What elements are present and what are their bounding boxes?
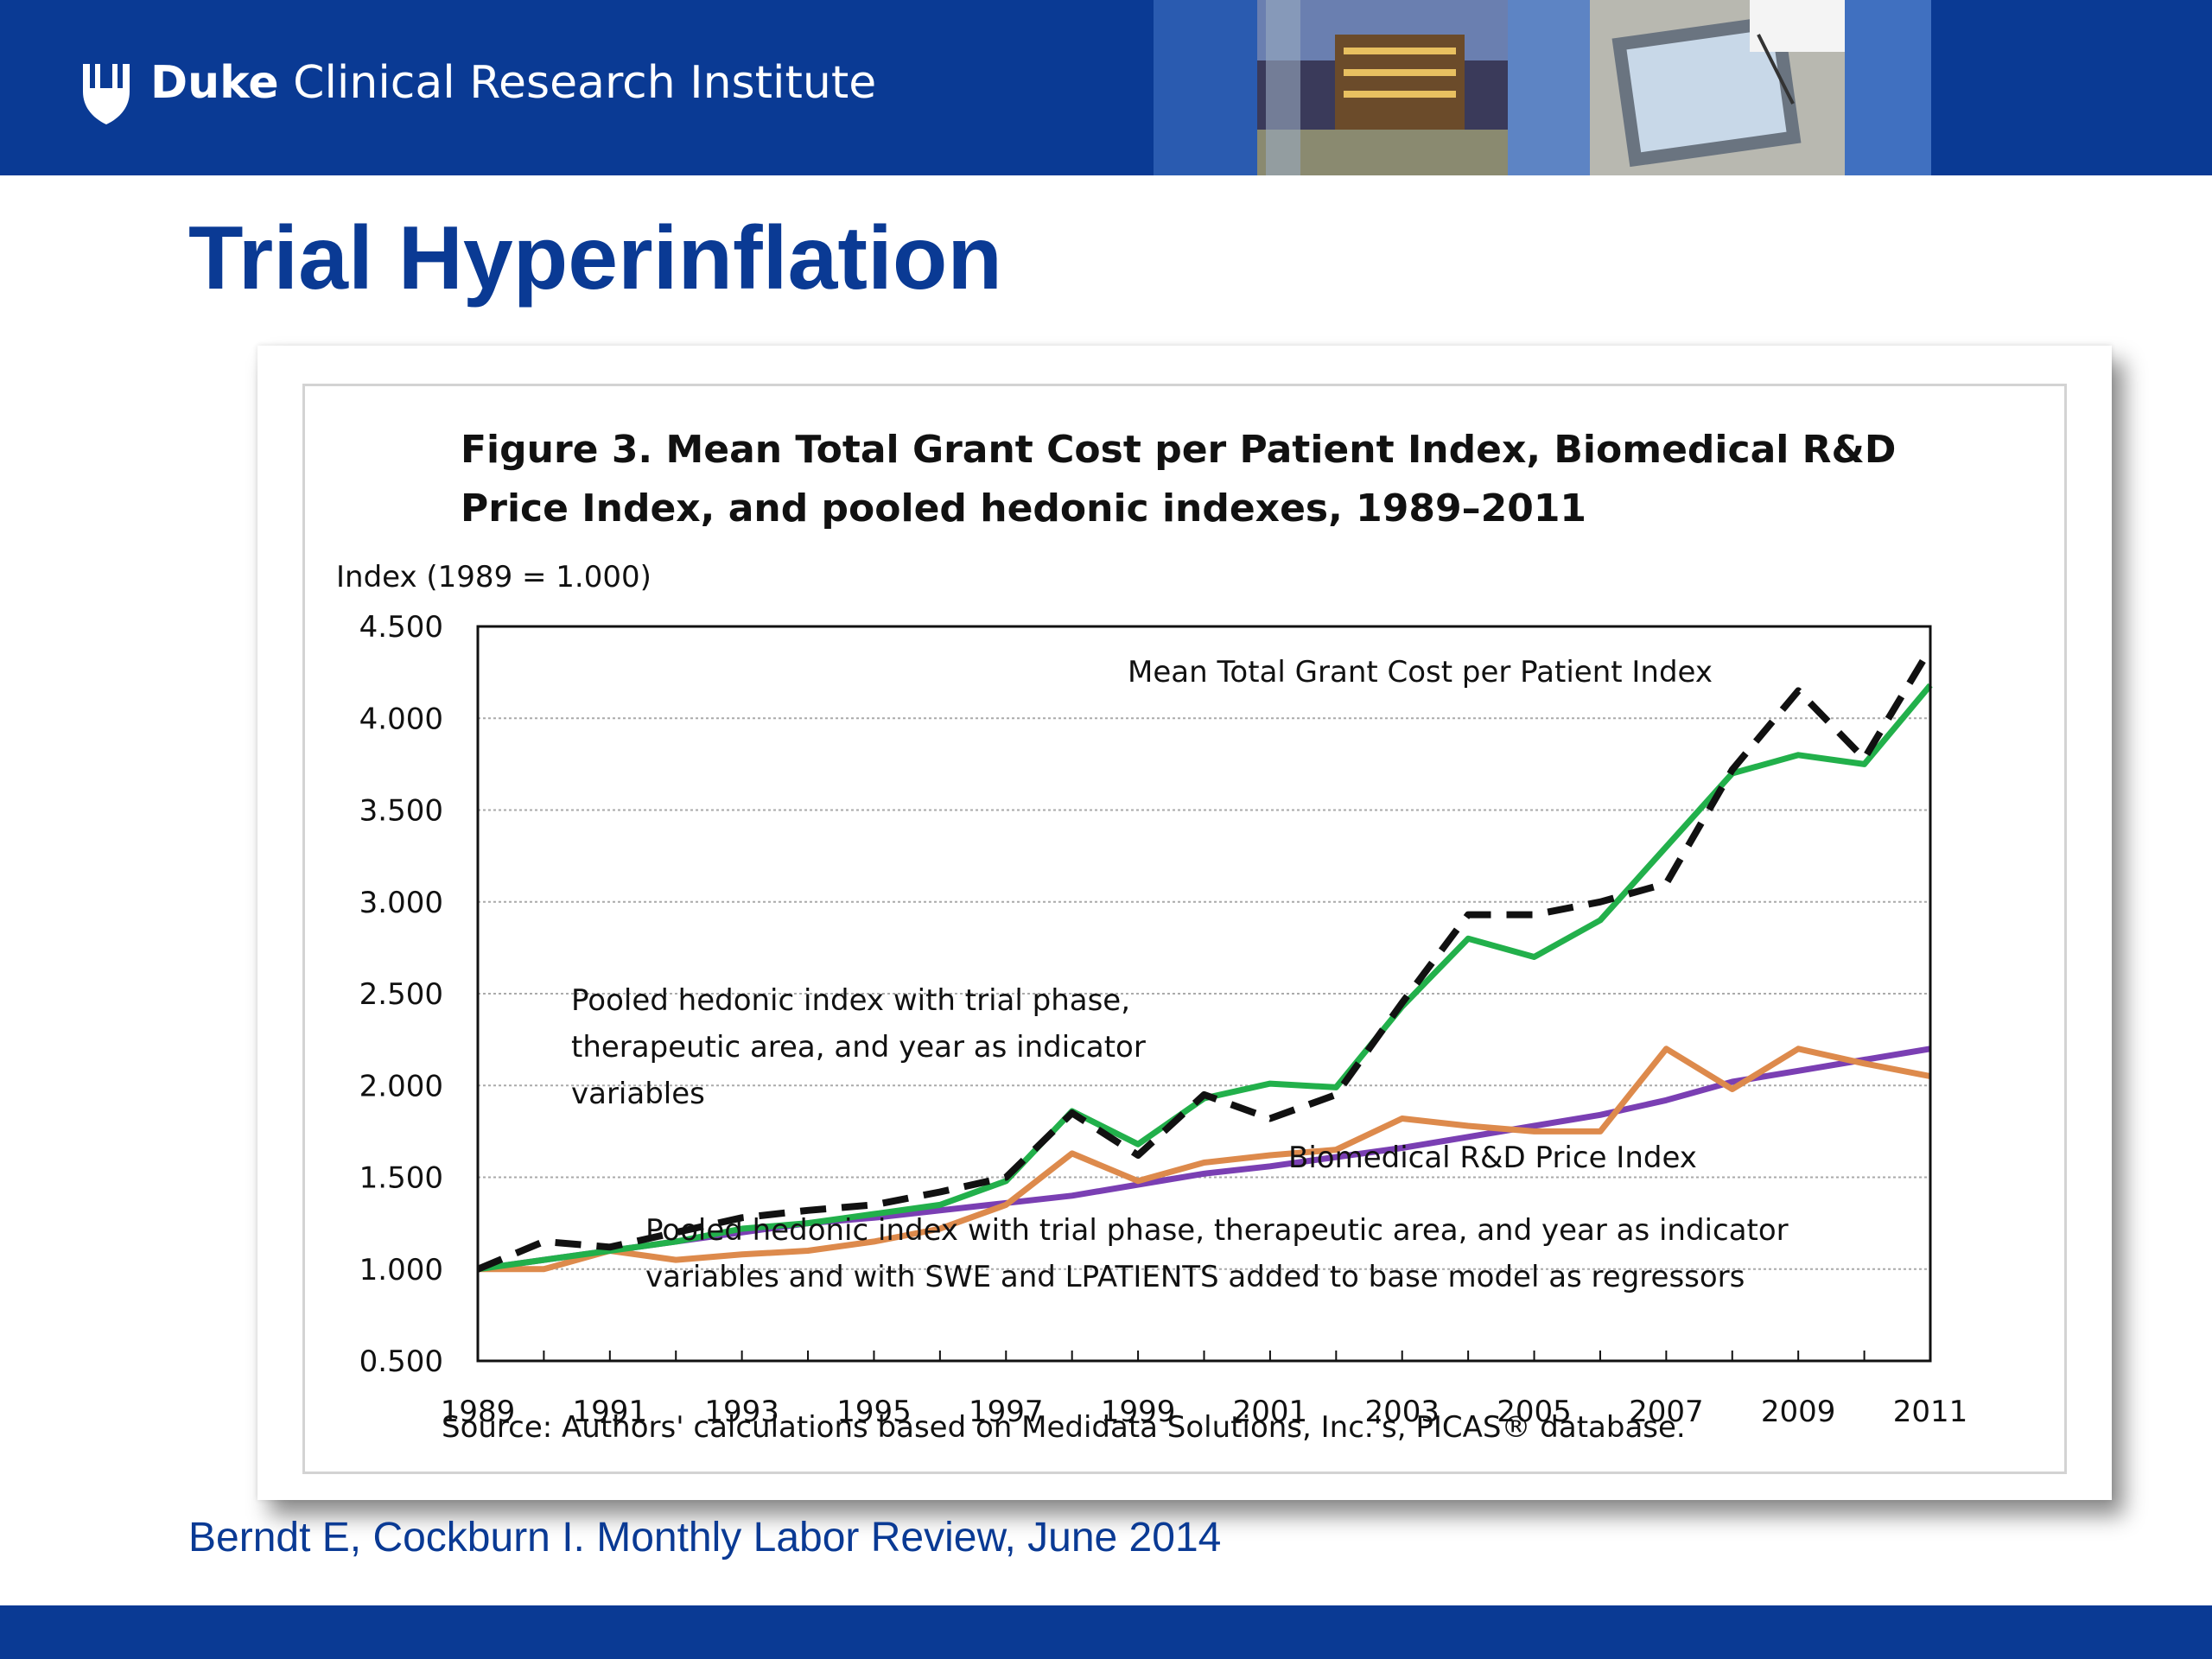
- y-tick-label: 1.000: [359, 1253, 443, 1287]
- header-bar: Duke Clinical Research Institute: [0, 0, 2212, 175]
- plot-area-border: [476, 625, 1932, 1363]
- header-photos: [1154, 0, 1931, 175]
- y-tick-label: 4.500: [359, 610, 443, 645]
- y-tick-label: 3.500: [359, 794, 443, 829]
- x-tick-label: 2005: [1497, 1395, 1572, 1429]
- chart-title-line2: Price Index, and pooled hedonic indexes,…: [461, 486, 1586, 531]
- x-tick-label: 1995: [836, 1395, 912, 1429]
- y-tick-label: 4.000: [359, 702, 443, 736]
- x-tick-label: 1993: [704, 1395, 779, 1429]
- annotation-pooled-hedonic-line1: Pooled hedonic index with trial phase,: [571, 983, 1130, 1018]
- series-line-pooled-hedonic: [477, 683, 1933, 1273]
- axis-ticks: 0.500 1.000 1.500 2.000 2.500 3.000 3.500 4.000…: [359, 610, 1968, 1429]
- x-tick-label: 1997: [969, 1395, 1044, 1429]
- footer-bar: [0, 1605, 2212, 1659]
- x-tick-label: 2003: [1364, 1395, 1440, 1429]
- tablet-photo: [1590, 0, 1845, 175]
- duke-shield-icon: [83, 64, 130, 124]
- x-tick-label: 2009: [1761, 1395, 1836, 1429]
- x-tick-label: 2011: [1893, 1395, 1968, 1429]
- x-tick-label: 1991: [573, 1395, 648, 1429]
- y-tick-label: 2.000: [359, 1069, 443, 1103]
- building-photo: [1257, 0, 1508, 175]
- x-tick-label: 1999: [1101, 1395, 1176, 1429]
- chart-title-line1: Figure 3. Mean Total Grant Cost per Pati…: [461, 428, 1896, 472]
- gridlines: [478, 717, 1930, 1270]
- y-axis-label: Index (1989 = 1.000): [336, 560, 652, 594]
- y-tick-label: 0.500: [359, 1344, 443, 1379]
- series-line-mean-grant: [476, 646, 1934, 1273]
- line-chart: Figure 3. Mean Total Grant Cost per Pati…: [336, 428, 1968, 1445]
- slide-title: Trial Hyperinflation: [188, 208, 1002, 308]
- org-name-bold: Duke: [150, 57, 279, 109]
- annotations: Mean Total Grant Cost per Patient Index …: [571, 655, 1789, 1294]
- y-tick-label: 3.000: [359, 886, 443, 920]
- figure-frame: Figure 3. Mean Total Grant Cost per Pati…: [302, 384, 2067, 1474]
- org-name-rest: Clinical Research Institute: [278, 57, 877, 109]
- org-name: Duke Clinical Research Institute: [150, 55, 876, 111]
- series-lines: [476, 646, 1934, 1273]
- x-tick-label: 2001: [1233, 1395, 1308, 1429]
- y-tick-label: 2.500: [359, 977, 443, 1012]
- y-tick-label: 1.500: [359, 1161, 443, 1196]
- x-tick-label: 1989: [441, 1395, 516, 1429]
- annotation-mean-grant: Mean Total Grant Cost per Patient Index: [1128, 655, 1713, 690]
- annotation-pooled-hedonic-swe-line1: Pooled hedonic index with trial phase, t…: [645, 1213, 1789, 1248]
- annotation-pooled-hedonic-line2: therapeutic area, and year as indicator: [571, 1030, 1146, 1065]
- annotation-biomedical: Biomedical R&D Price Index: [1288, 1141, 1697, 1175]
- figure-card: Figure 3. Mean Total Grant Cost per Pati…: [257, 346, 2112, 1500]
- series-line-pooled-hedonic-swe: [478, 1046, 1931, 1273]
- annotation-pooled-hedonic-swe-line2: variables and with SWE and LPATIENTS add…: [645, 1260, 1745, 1294]
- chart-source: Source: Authors' calculations based on M…: [442, 1410, 1686, 1445]
- annotation-pooled-hedonic-line3: variables: [571, 1077, 705, 1111]
- x-tick-label: 2007: [1629, 1395, 1704, 1429]
- citation: Berndt E, Cockburn I. Monthly Labor Revi…: [188, 1515, 1222, 1560]
